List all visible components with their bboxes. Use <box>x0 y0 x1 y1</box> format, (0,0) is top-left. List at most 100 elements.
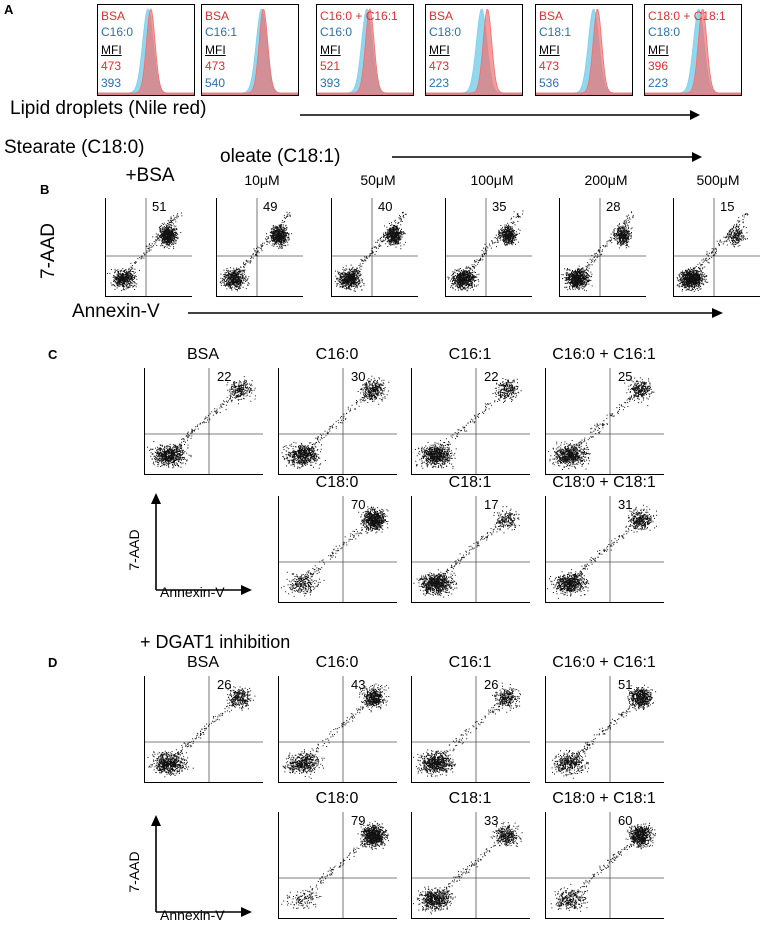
panel-c-y-label: 7-AAD <box>126 529 142 571</box>
histogram-4: BSA C18:0 MFI 473 223 <box>425 4 523 96</box>
upper-right-percentage: 17 <box>484 497 499 512</box>
upper-right-percentage: 51 <box>152 199 167 214</box>
flow-plot: 51 <box>545 676 664 783</box>
event-dots <box>413 821 523 915</box>
histogram-mfi-label: MFI <box>429 43 450 57</box>
histogram-red-peak <box>536 8 632 95</box>
event-dots <box>550 822 656 912</box>
upper-right-percentage: 43 <box>351 677 366 692</box>
plot-title: C16:0 <box>315 654 359 671</box>
flow-plot: 33 <box>411 812 530 919</box>
plot-title: C16:0 <box>315 346 359 363</box>
plot-title: C16:1 <box>448 654 492 671</box>
flow-plot: 79 <box>278 812 397 919</box>
panel-label-d: D <box>48 655 58 670</box>
panel-d-y-label: 7-AAD <box>126 851 142 893</box>
histogram-red-label: C16:0 + C16:1 <box>320 9 398 23</box>
histogram-red-peak <box>426 8 522 95</box>
histogram-blue-value: 393 <box>101 76 122 90</box>
histogram-red-peak <box>317 8 413 95</box>
flow-plot: 49 <box>216 198 303 297</box>
histogram-1: BSA C16:0 MFI 473 393 <box>97 4 195 96</box>
event-dots <box>561 211 634 292</box>
panel-c-x-label: Annexin-V <box>160 584 225 600</box>
upper-right-percentage: 49 <box>263 199 278 214</box>
panel-d-axes-arrows <box>151 815 252 917</box>
histogram-2: BSA C16:1 MFI 473 540 <box>201 4 299 96</box>
panel-label-a: A <box>4 2 14 17</box>
plot-title: C18:0 <box>315 790 359 807</box>
panel-b-x-label: Annexin-V <box>72 301 160 322</box>
histogram-blue-label: C16:1 <box>205 25 238 39</box>
upper-right-percentage: 25 <box>618 369 633 384</box>
histogram-red-peak <box>202 8 298 95</box>
flow-plot: 43 <box>278 676 397 783</box>
event-dots <box>447 210 524 292</box>
histogram-blue-label: C18:0 <box>648 25 681 39</box>
event-dots <box>551 684 657 779</box>
event-dots <box>282 683 390 779</box>
panel-c-axes-arrows <box>151 493 252 595</box>
plot-title: C18:0 <box>315 474 359 491</box>
plot-title: BSA <box>186 346 219 363</box>
flow-plot: 30 <box>278 368 397 475</box>
upper-right-percentage: 40 <box>378 199 393 214</box>
histogram-blue-label: C18:1 <box>539 25 572 39</box>
upper-right-percentage: 79 <box>351 813 366 828</box>
histogram-red-label: BSA <box>101 9 126 23</box>
upper-right-percentage: 28 <box>606 199 621 214</box>
upper-right-percentage: 22 <box>484 369 499 384</box>
event-dots <box>219 211 293 292</box>
panel-b-column-label: 500μM <box>696 172 740 188</box>
histogram-red-label: BSA <box>205 9 230 23</box>
panel-label-b: B <box>40 182 50 197</box>
flow-plot: 60 <box>545 812 664 919</box>
upper-right-percentage: 22 <box>217 369 232 384</box>
upper-right-percentage: 31 <box>618 497 633 512</box>
histogram-red-value: 396 <box>648 59 669 73</box>
event-dots <box>414 378 522 469</box>
annexin-arrow <box>188 308 723 318</box>
plot-title: C18:1 <box>448 790 492 807</box>
event-dots <box>107 212 183 292</box>
flow-plot: 22 <box>411 368 530 475</box>
plot-title: C18:0 + C18:1 <box>552 474 656 491</box>
histogram-red-peak <box>645 8 741 95</box>
histogram-blue-value: 536 <box>539 76 560 90</box>
plot-title: C16:0 + C16:1 <box>552 654 656 671</box>
plot-title: BSA <box>186 654 219 671</box>
event-dots <box>548 377 655 470</box>
event-dots <box>676 213 749 292</box>
flow-plot: 25 <box>545 368 664 475</box>
histogram-mfi-label: MFI <box>539 43 560 57</box>
lipid-droplets-label: Lipid droplets (Nile red) <box>10 98 207 119</box>
plot-title: C18:1 <box>448 474 492 491</box>
histogram-mfi-label: MFI <box>320 43 341 57</box>
histogram-red-label: C18:0 + C18:1 <box>648 9 726 23</box>
plot-title: C16:0 + C16:1 <box>552 346 656 363</box>
upper-right-percentage: 51 <box>618 677 633 692</box>
flow-plot: 26 <box>144 676 263 783</box>
flow-plot: 15 <box>673 198 760 297</box>
histogram-blue-value: 223 <box>648 76 669 90</box>
flow-plot: 40 <box>331 198 418 297</box>
histogram-5: BSA C18:1 MFI 473 536 <box>535 4 633 96</box>
histogram-red-label: BSA <box>429 9 454 23</box>
panel-label-c: C <box>48 347 58 362</box>
histogram-red-value: 473 <box>101 59 122 73</box>
plot-title: C16:1 <box>448 346 492 363</box>
event-dots <box>334 211 407 292</box>
flow-plot: 22 <box>144 368 263 475</box>
lipid-arrow <box>300 110 700 120</box>
histogram-6: C18:0 + C18:1 C18:0 MFI 396 223 <box>644 4 742 96</box>
histogram-red-value: 521 <box>320 59 341 73</box>
flow-plot: 28 <box>559 198 646 297</box>
event-dots <box>281 375 390 469</box>
flow-plot: 35 <box>445 198 532 297</box>
panel-b-column-label: 10μM <box>244 172 280 188</box>
histogram-red-peak <box>98 8 194 95</box>
upper-right-percentage: 60 <box>618 813 633 828</box>
histogram-blue-label: C16:0 <box>320 25 353 39</box>
event-dots <box>147 376 256 469</box>
histogram-red-value: 473 <box>539 59 560 73</box>
